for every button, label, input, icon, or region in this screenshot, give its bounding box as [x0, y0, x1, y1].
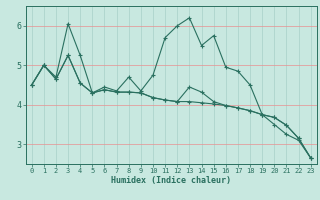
X-axis label: Humidex (Indice chaleur): Humidex (Indice chaleur)	[111, 176, 231, 185]
